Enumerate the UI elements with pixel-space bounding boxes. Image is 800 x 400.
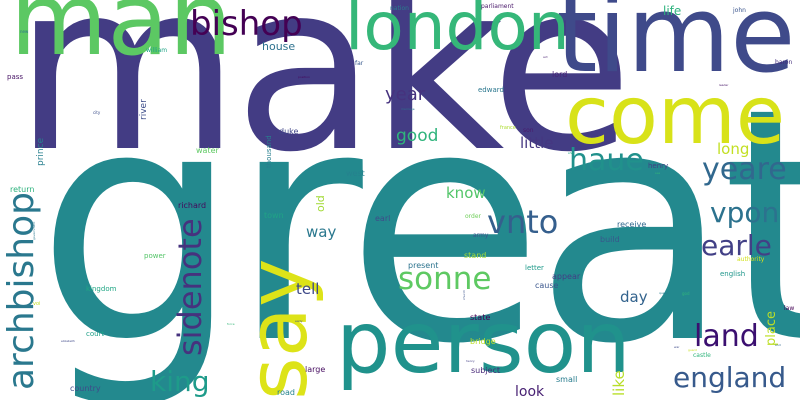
word-return: return (10, 185, 35, 194)
word-church: church (462, 289, 466, 300)
word-end: end (775, 343, 781, 347)
word-life: life (663, 4, 682, 18)
word-marriage: marriage (401, 107, 415, 111)
word-day: day (620, 288, 648, 306)
word-cause: cause (535, 281, 559, 290)
word-force: force (227, 322, 235, 326)
word-son: son (523, 127, 534, 134)
word-yeare: yeare (702, 152, 787, 187)
word-large: large (305, 365, 326, 374)
word-way: way (306, 223, 337, 241)
word-elizabeth: elizabeth (61, 339, 75, 343)
word-leader: leader (719, 83, 729, 87)
word-stand: stand (464, 251, 487, 260)
word-pass: pass (7, 73, 24, 81)
word-receive: receive (617, 220, 647, 229)
word-great: great (36, 39, 800, 400)
word-town: town (264, 211, 284, 220)
word-year: year (385, 84, 426, 105)
word-know: know (446, 184, 486, 202)
word-long: long (717, 140, 750, 158)
word-london: london (345, 0, 570, 65)
word-vnto: vnto (487, 203, 559, 241)
word-subject: subject (471, 366, 500, 375)
word-haue: haue (569, 143, 644, 178)
word-act: act (543, 55, 548, 59)
word-good: good (396, 126, 439, 146)
word-early: early (295, 319, 303, 323)
word-look: look (515, 384, 545, 400)
word-queen: queen (659, 291, 669, 295)
word-like: like (610, 370, 628, 396)
word-richard: richard (178, 201, 207, 210)
word-sonne: sonne (398, 261, 492, 297)
word-letter: letter (525, 264, 544, 272)
word-house: house (262, 40, 296, 53)
word-government: government (32, 221, 36, 240)
word-john: john (733, 7, 746, 14)
word-man: man (10, 0, 233, 78)
word-william: william (146, 47, 168, 54)
word-build: build (600, 235, 620, 244)
word-present: present (408, 261, 439, 270)
word-edward: edward (478, 86, 504, 94)
word-henry: henry (648, 162, 669, 170)
word-ship: ship (568, 151, 575, 155)
word-river: river (139, 99, 149, 120)
word-water: water (196, 146, 219, 155)
word-england: england (673, 361, 787, 394)
word-law: law (784, 305, 795, 312)
word-time: time (556, 0, 796, 96)
word-bridge: bridge (470, 337, 496, 346)
word-person: person (336, 293, 631, 393)
word-english: english (720, 270, 746, 278)
word-guard: guard (688, 348, 697, 352)
word-city: city (93, 110, 101, 115)
word-earl: earl (375, 214, 391, 223)
word-make: make (14, 0, 633, 203)
word-kingdom: kingdom (86, 285, 117, 293)
word-small: small (556, 375, 578, 384)
word-land: land (694, 319, 759, 354)
word-road: road (277, 388, 295, 397)
word-position: position (298, 75, 310, 79)
word-sidenote: sidenote (171, 218, 209, 356)
word-castle: castle (693, 352, 711, 359)
word-earle: earle (701, 229, 772, 262)
word-old: old (314, 195, 327, 212)
word-thousand: thousand (265, 135, 273, 168)
word-baron: baron (775, 59, 793, 66)
word-court: court (86, 330, 105, 338)
word-far: far (355, 60, 364, 67)
word-parliament: parliament (481, 3, 514, 10)
word-sea: sea (655, 171, 661, 175)
word-duke: duke (279, 127, 299, 136)
word-appear: appear (552, 272, 581, 281)
word-new: new (20, 29, 29, 34)
word-nation: nation (390, 5, 409, 12)
word-come: come (565, 69, 786, 162)
word-power: power (144, 252, 166, 260)
word-vpon: vpon (710, 196, 780, 229)
word-tell: tell (296, 280, 320, 298)
word-bishop: bishop (190, 4, 303, 44)
word-order: order (465, 213, 481, 220)
word-authority: authority (737, 256, 765, 263)
word-king: king (150, 365, 210, 398)
word-state: state (470, 313, 491, 322)
word-war: war (674, 345, 680, 349)
word-henry-small: henry (466, 359, 475, 363)
word-lord: lord (552, 70, 568, 79)
word-voi: voi (33, 301, 41, 307)
word-france: france (500, 125, 516, 131)
word-little: little (520, 134, 554, 152)
word-place: place (764, 311, 779, 346)
word-army: army (473, 232, 489, 239)
word-god: god (682, 291, 690, 296)
word-prince: prince (36, 137, 46, 166)
word-west: west (346, 169, 365, 178)
word-country: country (70, 384, 101, 393)
